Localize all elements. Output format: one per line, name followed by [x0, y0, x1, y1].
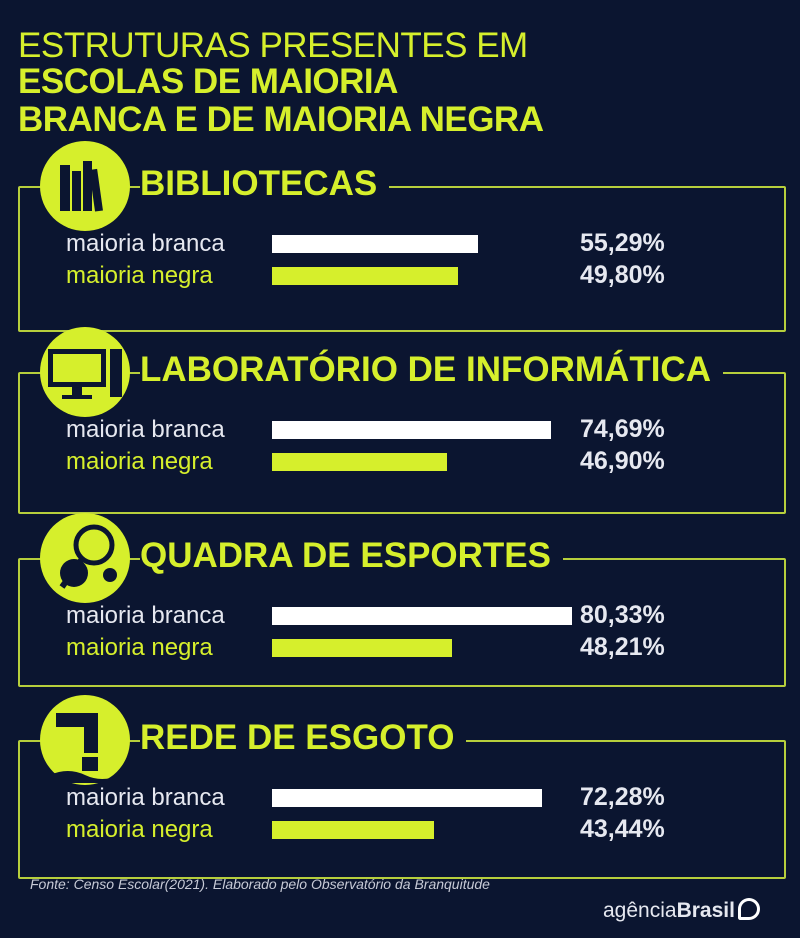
value-label: 80,33% [580, 601, 665, 629]
sewer-pipe-icon [40, 695, 130, 785]
series-label: maioria branca [66, 416, 225, 443]
bar-maioria-branca [272, 421, 551, 439]
source-note: Fonte: Censo Escolar(2021). Elaborado pe… [30, 876, 490, 892]
logo-light-text: agência [603, 899, 677, 922]
value-label: 48,21% [580, 633, 665, 661]
books-icon [40, 141, 130, 231]
title-line-2: ESCOLAS DE MAIORIA [18, 62, 398, 101]
section-title: QUADRA DE ESPORTES [140, 536, 563, 576]
title-line-1: ESTRUTURAS PRESENTES EM [18, 26, 528, 65]
sports-icon [40, 513, 130, 603]
value-label: 43,44% [580, 815, 665, 843]
bar-maioria-negra [272, 267, 458, 285]
series-label: maioria negra [66, 634, 213, 661]
bar-maioria-branca [272, 789, 542, 807]
logo-bold-text: Brasil [676, 899, 735, 922]
agencia-brasil-logo: agênciaBrasil [603, 898, 760, 923]
section-frame [18, 186, 786, 332]
series-label: maioria negra [66, 816, 213, 843]
bar-maioria-negra [272, 821, 435, 839]
bar-maioria-branca [272, 607, 572, 625]
series-label: maioria branca [66, 602, 225, 629]
title-line-3: BRANCA E DE MAIORIA NEGRA [18, 100, 544, 139]
series-label: maioria branca [66, 230, 225, 257]
section-title: LABORATÓRIO DE INFORMÁTICA [140, 350, 723, 390]
value-label: 55,29% [580, 229, 665, 257]
series-label: maioria negra [66, 448, 213, 475]
value-label: 49,80% [580, 261, 665, 289]
logo-mark-icon [737, 898, 760, 920]
computer-icon [40, 327, 130, 417]
bar-maioria-negra [272, 639, 452, 657]
bar-maioria-branca [272, 235, 479, 253]
series-label: maioria branca [66, 784, 225, 811]
value-label: 46,90% [580, 447, 665, 475]
section-title: BIBLIOTECAS [140, 164, 390, 204]
value-label: 74,69% [580, 415, 665, 443]
series-label: maioria negra [66, 262, 213, 289]
value-label: 72,28% [580, 783, 665, 811]
bar-maioria-negra [272, 453, 447, 471]
section-title: REDE DE ESGOTO [140, 718, 467, 758]
